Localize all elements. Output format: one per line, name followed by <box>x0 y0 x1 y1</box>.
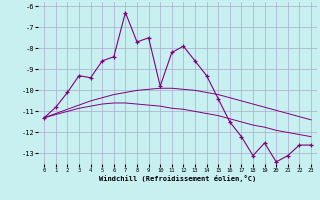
X-axis label: Windchill (Refroidissement éolien,°C): Windchill (Refroidissement éolien,°C) <box>99 175 256 182</box>
